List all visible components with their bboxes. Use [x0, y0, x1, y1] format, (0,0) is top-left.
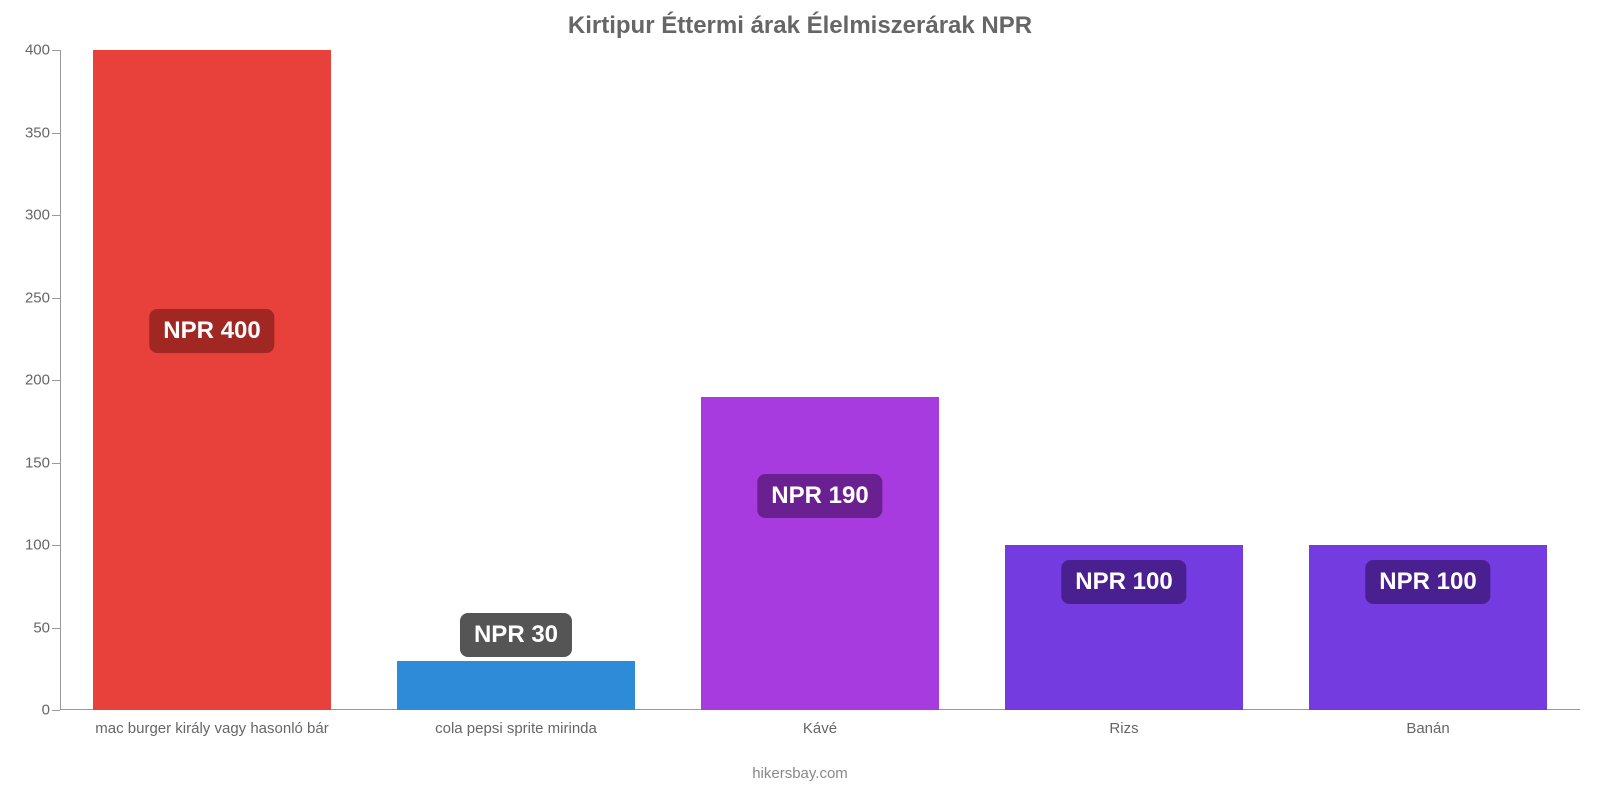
bar-value-badge: NPR 400 [149, 309, 274, 353]
x-tick-label: Rizs [1109, 710, 1138, 737]
chart-container: Kirtipur Éttermi árak Élelmiszerárak NPR… [0, 0, 1600, 800]
plot-area: NPR 400NPR 30NPR 190NPR 100NPR 100 05010… [60, 50, 1580, 710]
bar-value-badge: NPR 100 [1061, 560, 1186, 604]
chart-title: Kirtipur Éttermi árak Élelmiszerárak NPR [0, 0, 1600, 40]
bar-value-badge: NPR 190 [757, 474, 882, 518]
y-tick-label: 0 [42, 702, 60, 719]
y-tick-label: 350 [25, 124, 60, 141]
x-tick-label: Kávé [803, 710, 837, 737]
bar [701, 397, 938, 711]
bar [93, 50, 330, 710]
y-tick-label: 400 [25, 42, 60, 59]
credit-text: hikersbay.com [0, 765, 1600, 782]
y-tick-label: 250 [25, 289, 60, 306]
y-tick-label: 300 [25, 207, 60, 224]
x-tick-label: cola pepsi sprite mirinda [435, 710, 597, 737]
bars-layer: NPR 400 NPR 30 NPR 190 NPR 100 NPR 100 [60, 50, 1580, 710]
bar [397, 661, 634, 711]
x-tick-label: mac burger király vagy hasonló bár [95, 710, 328, 737]
bar-value-badge: NPR 100 [1365, 560, 1490, 604]
y-tick-label: 200 [25, 372, 60, 389]
x-tick-label: Banán [1406, 710, 1449, 737]
bar-value-badge: NPR 30 [460, 613, 572, 657]
y-tick-label: 50 [33, 619, 60, 636]
y-tick-label: 100 [25, 537, 60, 554]
y-tick-label: 150 [25, 454, 60, 471]
